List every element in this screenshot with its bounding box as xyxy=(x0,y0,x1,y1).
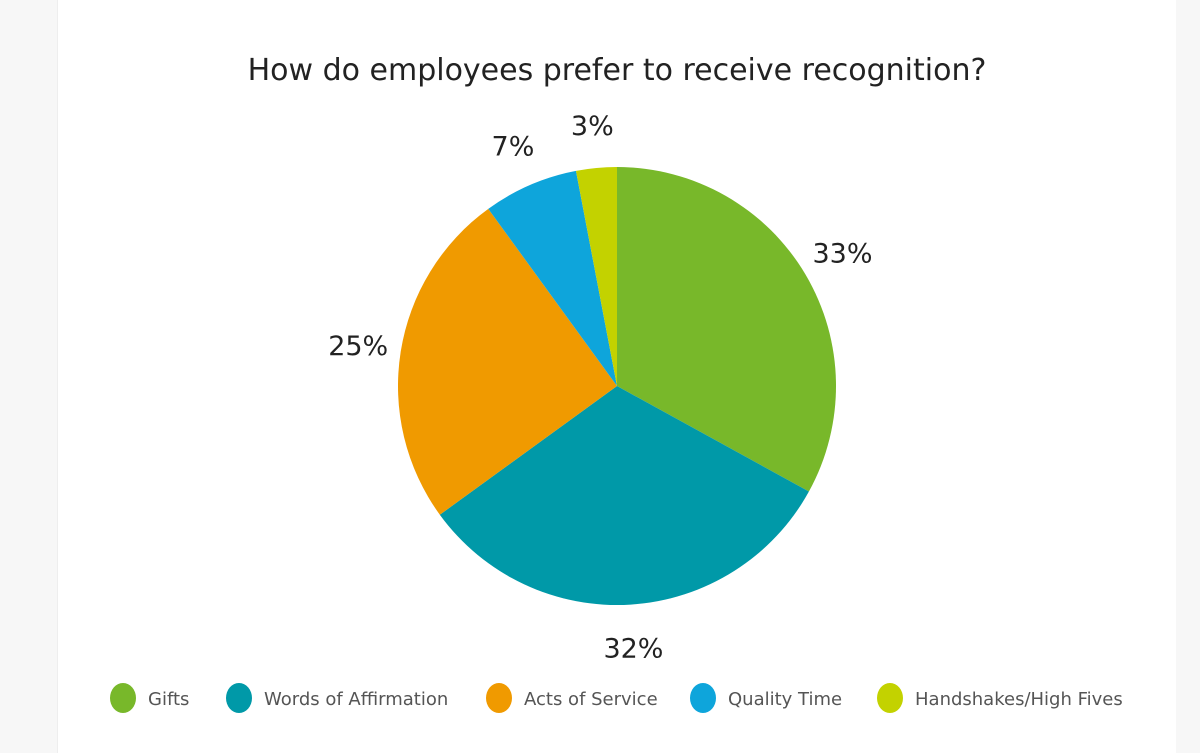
legend-swatch xyxy=(226,683,252,713)
legend-item-acts-of-service: Acts of Service xyxy=(486,683,658,713)
legend-label: Acts of Service xyxy=(524,689,658,710)
legend-swatch xyxy=(690,683,716,713)
slice-gifts xyxy=(617,167,836,492)
slice-handshakes-high-fives xyxy=(575,167,617,386)
legend-label: Words of Affirmation xyxy=(264,689,448,710)
data-label-acts-of-service: 25% xyxy=(328,331,388,362)
data-label-words-of-affirmation: 32% xyxy=(603,633,663,664)
legend-swatch xyxy=(486,683,512,713)
slice-acts-of-service xyxy=(398,208,617,515)
legend-item-gifts: Gifts xyxy=(110,683,189,713)
slice-quality-time xyxy=(488,170,617,386)
legend-label: Quality Time xyxy=(728,689,842,710)
data-label-gifts: 33% xyxy=(813,239,873,270)
legend-label: Gifts xyxy=(148,689,189,710)
legend-swatch xyxy=(877,683,903,713)
legend-item-quality-time: Quality Time xyxy=(690,683,842,713)
legend-label: Handshakes/High Fives xyxy=(915,689,1123,710)
data-label-quality-time: 7% xyxy=(492,132,535,163)
chart-title: How do employees prefer to receive recog… xyxy=(248,53,987,88)
legend-swatch xyxy=(110,683,136,713)
legend-item-handshakes-high-fives: Handshakes/High Fives xyxy=(877,683,1123,713)
data-label-handshakes-high-fives: 3% xyxy=(571,111,614,142)
legend-item-words-of-affirmation: Words of Affirmation xyxy=(226,683,448,713)
slice-words-of-affirmation xyxy=(439,386,809,605)
